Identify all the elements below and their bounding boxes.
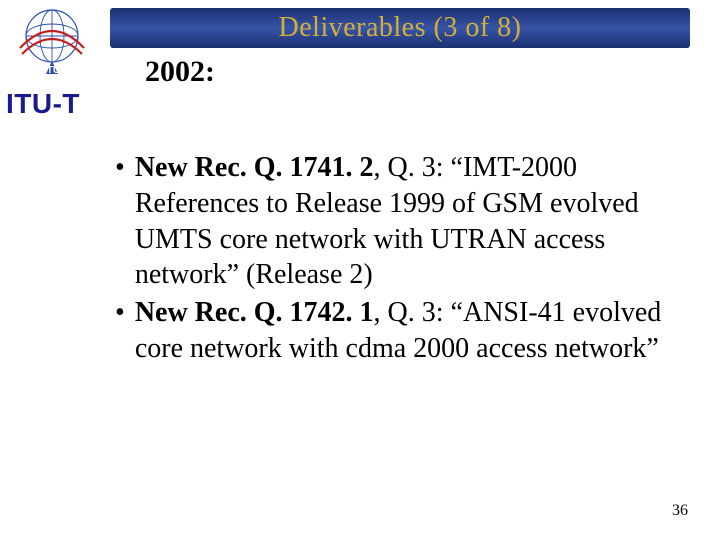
bullet-marker: •: [115, 295, 125, 367]
bullet-item: • New Rec. Q. 1742. 1, Q. 3: “ANSI-41 ev…: [115, 295, 695, 367]
bullet-bold-prefix: New Rec. Q. 1742. 1: [135, 297, 374, 328]
year-heading: 2002:: [145, 55, 215, 89]
bullet-marker: •: [115, 150, 125, 293]
page-number: 36: [672, 502, 688, 520]
bullet-item: • New Rec. Q. 1741. 2, Q. 3: “IMT-2000 R…: [115, 150, 695, 293]
svg-text:ITU: ITU: [44, 65, 60, 76]
title-bar: Deliverables (3 of 8): [110, 8, 690, 48]
content-area: • New Rec. Q. 1741. 2, Q. 3: “IMT-2000 R…: [115, 150, 695, 369]
bullet-text: New Rec. Q. 1742. 1, Q. 3: “ANSI-41 evol…: [135, 295, 695, 367]
slide: ITU Deliverables (3 of 8) ITU-T 2002: • …: [0, 0, 720, 540]
sidebar-label: ITU-T: [6, 88, 80, 120]
itu-logo: ITU: [12, 6, 92, 76]
bullet-bold-prefix: New Rec. Q. 1741. 2: [135, 152, 374, 183]
bullet-text: New Rec. Q. 1741. 2, Q. 3: “IMT-2000 Ref…: [135, 150, 695, 293]
slide-title: Deliverables (3 of 8): [279, 12, 522, 44]
